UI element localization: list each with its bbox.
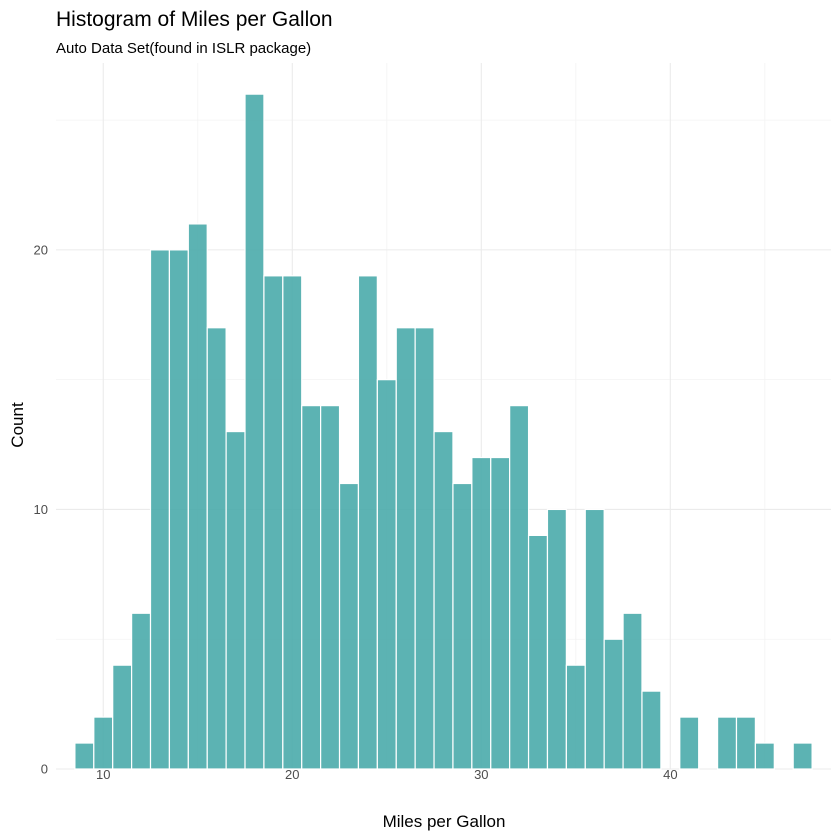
histogram-bar xyxy=(301,405,322,770)
x-axis-ticks: 10 20 30 40 xyxy=(96,767,678,782)
histogram-bar xyxy=(792,742,813,770)
x-tick-label: 40 xyxy=(663,767,677,782)
histogram-bars xyxy=(74,93,813,770)
histogram-bar xyxy=(679,716,700,770)
histogram-bar xyxy=(357,275,378,770)
histogram-bar xyxy=(263,275,284,770)
histogram-bar xyxy=(641,690,662,770)
histogram-bar xyxy=(584,508,605,770)
histogram-bar xyxy=(338,482,360,770)
histogram-bar xyxy=(622,612,643,770)
y-tick-label: 0 xyxy=(41,762,48,777)
histogram-bar xyxy=(131,612,152,770)
y-axis-ticks: 0 10 20 xyxy=(34,242,48,776)
histogram-bar xyxy=(565,664,586,770)
histogram-bar xyxy=(735,716,756,770)
histogram-bar xyxy=(433,430,454,770)
histogram-bar xyxy=(603,638,624,770)
histogram-bar xyxy=(527,534,549,770)
x-tick-label: 20 xyxy=(285,767,299,782)
histogram-bar xyxy=(74,742,95,770)
histogram-bar xyxy=(452,482,473,770)
histogram-bar xyxy=(320,405,341,770)
y-tick-label: 10 xyxy=(34,502,48,517)
histogram-bar xyxy=(509,405,530,770)
histogram-bar xyxy=(93,716,114,770)
chart-subtitle: Auto Data Set(found in ISLR package) xyxy=(56,40,311,57)
histogram-bar xyxy=(395,327,416,770)
histogram-bar xyxy=(244,93,265,770)
histogram-bar xyxy=(168,249,189,770)
histogram-bar xyxy=(376,379,397,770)
histogram-bar xyxy=(187,223,208,770)
histogram-bar xyxy=(754,742,775,770)
x-tick-label: 10 xyxy=(96,767,110,782)
histogram-bar xyxy=(282,275,303,770)
histogram-bar xyxy=(206,327,227,770)
histogram-bar xyxy=(225,430,246,770)
histogram-bar xyxy=(112,664,133,770)
histogram-bar xyxy=(716,716,738,770)
histogram-bar xyxy=(490,456,511,770)
histogram-bar xyxy=(471,456,492,770)
x-axis-title: Miles per Gallon xyxy=(383,812,506,831)
x-tick-label: 30 xyxy=(474,767,488,782)
y-tick-label: 20 xyxy=(34,242,48,257)
histogram-bar xyxy=(414,327,435,770)
histogram-bar xyxy=(149,249,171,770)
histogram-bar xyxy=(546,508,567,770)
y-axis-title: Count xyxy=(8,402,27,448)
chart-title: Histogram of Miles per Gallon xyxy=(56,8,333,31)
